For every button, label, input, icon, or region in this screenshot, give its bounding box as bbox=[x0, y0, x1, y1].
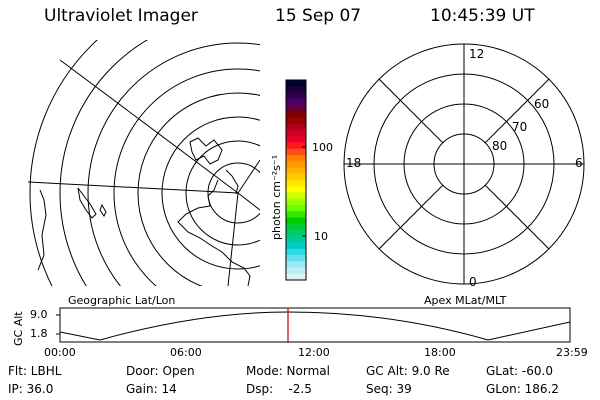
colorbar-cell bbox=[286, 255, 306, 262]
lat-circle bbox=[185, 140, 260, 246]
lat-circle bbox=[59, 40, 149, 286]
lat-circle bbox=[29, 40, 98, 286]
sequence-status: Seq: 39 bbox=[366, 382, 412, 396]
coastline bbox=[177, 179, 251, 286]
lat-circle bbox=[113, 68, 260, 286]
time-tick-0600: 06:00 bbox=[170, 346, 202, 359]
colorbar-cell bbox=[286, 155, 306, 162]
colorbar-tick-100: 100 bbox=[312, 141, 333, 154]
colorbar-cell bbox=[286, 142, 306, 150]
altitude-tick-high: 9.0 bbox=[30, 308, 48, 321]
mlt-diagonal bbox=[484, 78, 550, 144]
altitude-curve bbox=[59, 311, 571, 341]
colorbar-cell bbox=[286, 117, 306, 125]
colorbar-cell bbox=[286, 273, 306, 281]
lat-circle bbox=[137, 92, 260, 286]
colorbar-cell bbox=[286, 105, 306, 112]
colorbar-cell bbox=[286, 192, 306, 200]
mlt-diagonal bbox=[484, 184, 550, 250]
ip-status: IP: 36.0 bbox=[8, 382, 54, 396]
mlat-label-80: 80 bbox=[492, 139, 508, 153]
mlat-label-70: 70 bbox=[512, 120, 528, 134]
lat-circle bbox=[87, 42, 260, 286]
glat-status: GLat: -60.0 bbox=[486, 364, 553, 378]
mlt-diagonal bbox=[378, 78, 444, 144]
coastline bbox=[99, 203, 107, 217]
colorbar-cell bbox=[286, 230, 306, 237]
gain-status: Gain: 14 bbox=[126, 382, 177, 396]
instrument-title: Ultraviolet Imager bbox=[44, 6, 198, 26]
mode-status: Mode: Normal bbox=[246, 364, 330, 378]
colorbar-cell bbox=[286, 217, 306, 225]
observation-time: 10:45:39 UT bbox=[430, 6, 535, 26]
colorbar-cell bbox=[286, 205, 306, 212]
door-status: Door: Open bbox=[126, 364, 195, 378]
colorbar-cell bbox=[286, 211, 306, 218]
colorbar-cell bbox=[286, 130, 306, 137]
colorbar-cell bbox=[286, 136, 306, 143]
altitude-tick-low: 1.8 bbox=[30, 327, 48, 340]
observation-date: 15 Sep 07 bbox=[275, 6, 362, 26]
time-tick-1200: 12:00 bbox=[298, 346, 330, 359]
colorbar-cell bbox=[286, 167, 306, 175]
colorbar-cell bbox=[286, 80, 306, 87]
filter-status: Flt: LBHL bbox=[8, 364, 62, 378]
meridian bbox=[59, 59, 239, 194]
altitude-plot-frame bbox=[59, 307, 571, 343]
coastline bbox=[189, 137, 223, 165]
colorbar-cell bbox=[286, 123, 306, 131]
mlt-label-12: 12 bbox=[469, 47, 485, 61]
altitude-axis-label: GC Alt bbox=[12, 311, 25, 346]
meridian bbox=[28, 181, 239, 194]
meridian bbox=[237, 159, 260, 194]
colorbar-cell bbox=[286, 186, 306, 193]
meridian bbox=[227, 192, 239, 286]
mlt-diagonal bbox=[378, 184, 444, 250]
colorbar-cell bbox=[286, 248, 306, 256]
time-tick-1800: 18:00 bbox=[424, 346, 456, 359]
mlt-label-6: 6 bbox=[575, 156, 583, 170]
colorbar-cell bbox=[286, 92, 306, 100]
colorbar-cell bbox=[286, 161, 306, 168]
coastline bbox=[77, 187, 97, 219]
lat-circle bbox=[207, 162, 260, 224]
colorbar-cell bbox=[286, 198, 306, 206]
colorbar-cell bbox=[286, 86, 306, 93]
gc-altitude-status: GC Alt: 9.0 Re bbox=[366, 364, 450, 378]
coastline bbox=[37, 189, 47, 271]
colorbar-cell bbox=[286, 242, 306, 250]
colorbar-cell bbox=[286, 261, 306, 268]
coastline bbox=[225, 169, 239, 195]
lat-circle bbox=[161, 116, 260, 270]
glon-status: GLon: 186.2 bbox=[486, 382, 559, 396]
dsp-status: Dsp: -2.5 bbox=[246, 382, 312, 396]
time-tick-2359: 23:59 bbox=[556, 346, 588, 359]
right-map-caption: Apex MLat/MLT bbox=[424, 294, 507, 307]
colorbar-cell bbox=[286, 267, 306, 275]
colorbar-cell bbox=[286, 98, 306, 106]
left-map-caption: Geographic Lat/Lon bbox=[68, 294, 176, 307]
mlt-label-18: 18 bbox=[346, 156, 362, 170]
colorbar-cell bbox=[286, 173, 306, 181]
colorbar-cell bbox=[286, 111, 306, 118]
mlat-label-60: 60 bbox=[534, 97, 550, 111]
colorbar-cell bbox=[286, 223, 306, 231]
colorbar-cell bbox=[286, 180, 306, 187]
colorbar-cell bbox=[286, 148, 306, 156]
colorbar-cell bbox=[286, 236, 306, 243]
meridian bbox=[237, 192, 260, 211]
mlt-label-0: 0 bbox=[469, 275, 477, 289]
colorbar-tick-10: 10 bbox=[314, 230, 328, 243]
time-tick-0000: 00:00 bbox=[44, 346, 76, 359]
